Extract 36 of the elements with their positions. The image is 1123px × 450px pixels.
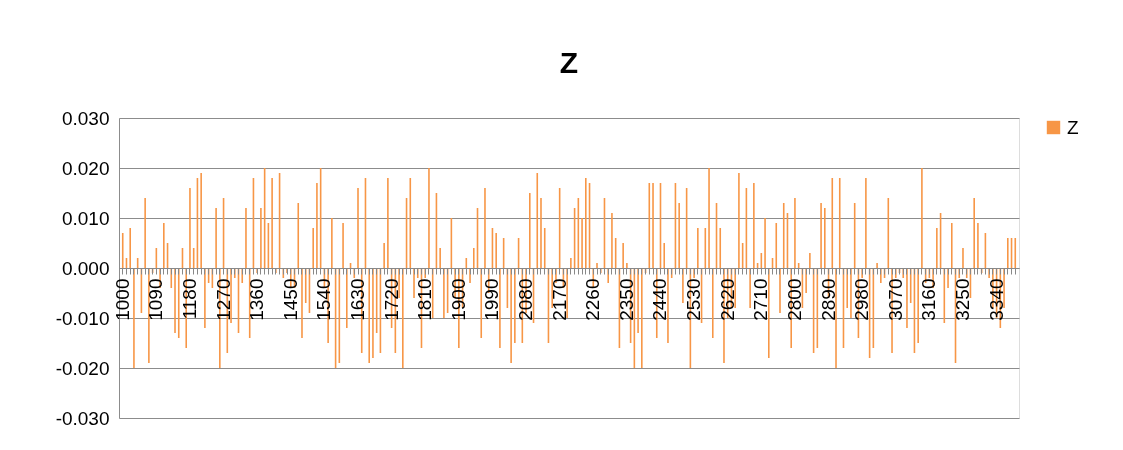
chart-title: Z xyxy=(559,46,579,79)
x-tick-label: 2620 xyxy=(716,278,738,321)
y-tick-label: -0.010 xyxy=(55,307,110,329)
x-tick-label: 2170 xyxy=(548,278,570,321)
x-tick-label: 2710 xyxy=(750,278,772,321)
legend-label: Z xyxy=(1067,116,1079,138)
x-tick-label: 1090 xyxy=(145,278,167,321)
x-tick-label: 1540 xyxy=(313,278,335,321)
x-tick-label: 1180 xyxy=(178,278,200,320)
x-tick-label: 1360 xyxy=(246,278,268,321)
x-tick-label: 2890 xyxy=(817,278,839,321)
x-tick-label: 3070 xyxy=(884,278,906,321)
y-tick-label: 0.020 xyxy=(61,157,110,179)
x-tick-label: 2980 xyxy=(851,278,873,321)
x-tick-label: 2350 xyxy=(615,278,637,321)
x-tick-label: 3340 xyxy=(985,278,1007,321)
x-tick-label: 1990 xyxy=(481,278,503,321)
x-tick-label: 1450 xyxy=(279,278,301,321)
y-tick-label: 0.030 xyxy=(61,107,110,129)
x-tick-label: 1720 xyxy=(380,278,402,321)
x-tick-label: 2440 xyxy=(649,278,671,321)
x-tick-label: 1630 xyxy=(347,278,368,321)
x-tick-label: 1000 xyxy=(111,278,133,321)
x-tick-label: 1810 xyxy=(414,278,436,321)
x-tick-label: 3250 xyxy=(951,278,973,321)
y-tick-label: -0.020 xyxy=(55,357,110,379)
x-tick-label: 2530 xyxy=(683,278,705,321)
y-tick-label: 0.010 xyxy=(61,207,110,229)
y-tick-label: 0.000 xyxy=(61,257,110,279)
x-tick-label: 2260 xyxy=(582,278,604,321)
x-tick-label: 1270 xyxy=(212,278,234,321)
x-tick-label: 2800 xyxy=(783,278,805,321)
y-tick-label: -0.030 xyxy=(55,407,110,429)
x-tick-label: 2080 xyxy=(515,278,537,321)
x-tick-label: 1900 xyxy=(447,278,469,321)
x-tick-label: 3160 xyxy=(918,278,940,321)
